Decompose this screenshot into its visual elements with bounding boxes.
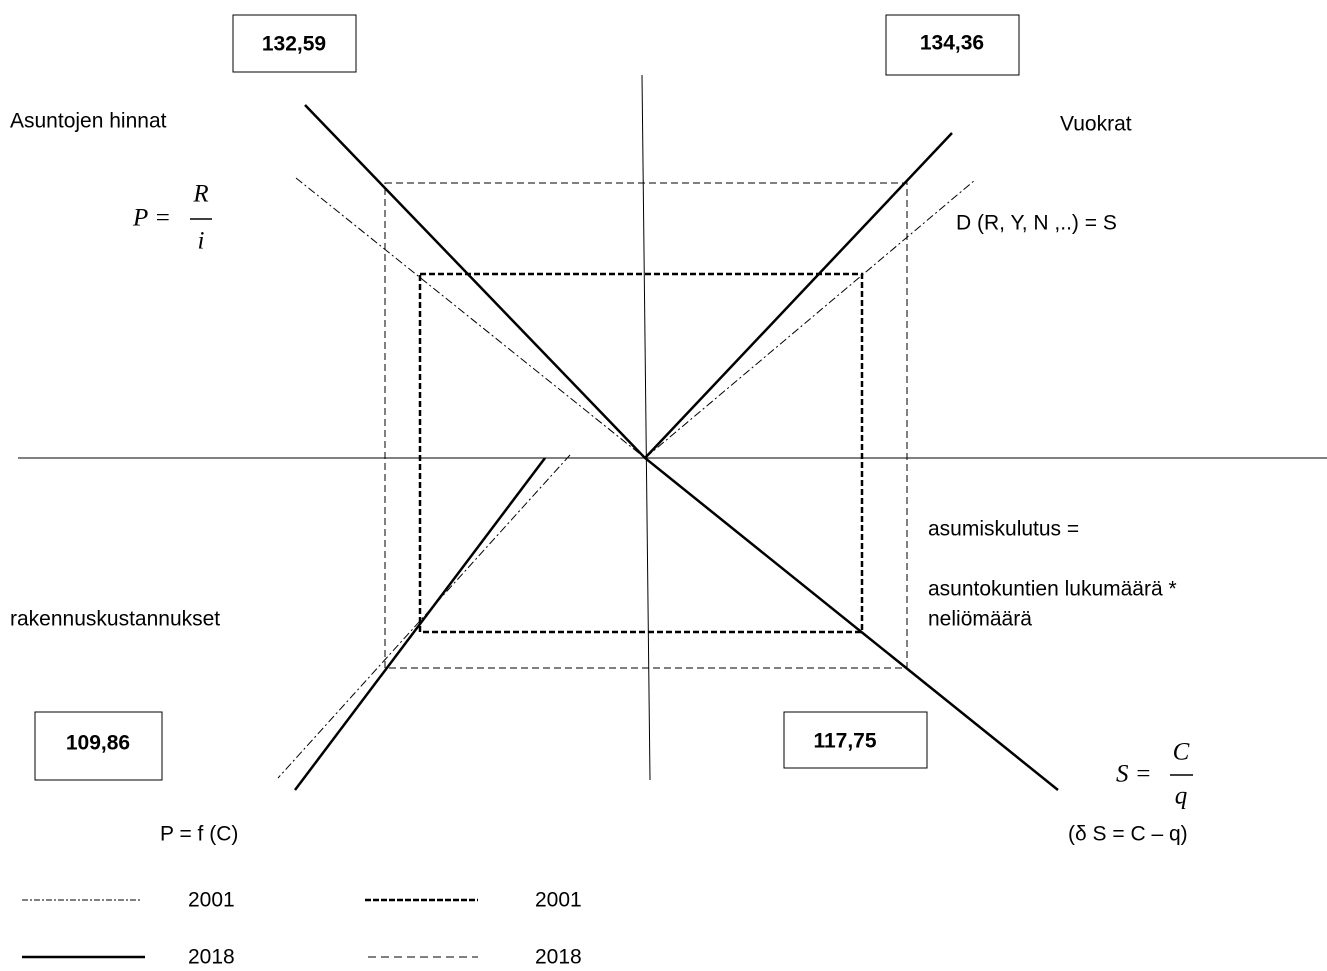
label: Vuokrat <box>1060 113 1132 136</box>
line-2018 <box>304 104 1059 791</box>
label: asuntokuntien lukumäärä * <box>928 578 1177 601</box>
label: asumiskulutus = <box>928 518 1079 541</box>
rect-2018 <box>384 182 908 669</box>
line-2001 <box>277 454 571 779</box>
value: 117,75 <box>813 730 876 753</box>
line-2018 <box>644 132 953 459</box>
line-2018 <box>294 457 546 791</box>
legend-label: 2018 <box>535 946 582 969</box>
legend-label: 2001 <box>188 889 235 912</box>
vertical-axis <box>641 74 651 781</box>
label: rakennuskustannukset <box>10 608 220 631</box>
value: 109,86 <box>66 732 130 755</box>
value: 134,36 <box>920 32 984 55</box>
formula: S = <box>1116 761 1152 788</box>
legend-label: 2001 <box>535 889 582 912</box>
label: Asuntojen hinnat <box>10 110 167 133</box>
formula: P = f (C) <box>160 823 238 846</box>
formula: P = <box>132 205 171 232</box>
formula: q <box>1175 783 1188 810</box>
value-box <box>783 711 928 769</box>
value-box <box>885 14 1020 76</box>
label: neliömäärä <box>928 608 1032 631</box>
formula: R <box>192 181 208 208</box>
formula: (δ S = C – q) <box>1068 823 1188 846</box>
value-box <box>34 711 163 781</box>
rect-2001 <box>418 272 864 634</box>
formula: C <box>1173 739 1190 766</box>
value: 132,59 <box>262 33 326 56</box>
legend-label: 2018 <box>188 946 235 969</box>
formula: D (R, Y, N ,..) = S <box>956 212 1117 235</box>
formula: i <box>198 228 205 255</box>
line-2001 <box>295 177 976 459</box>
value-box <box>232 14 357 73</box>
